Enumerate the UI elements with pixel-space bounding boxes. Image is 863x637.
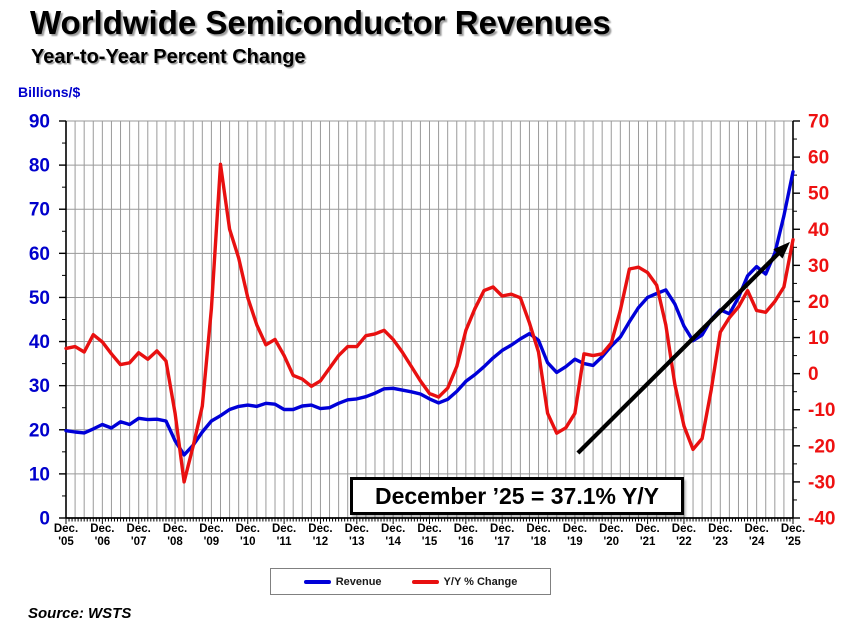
x-axis-tick-label: Dec. '07 bbox=[127, 523, 151, 548]
revenue-line-swatch bbox=[303, 579, 331, 584]
page-subtitle: Year-to-Year Percent Change bbox=[31, 46, 306, 68]
left-axis-tick-label: 50 bbox=[29, 288, 50, 309]
yoy-legend-label: Y/Y % Change bbox=[443, 575, 518, 588]
right-axis-tick-label: 0 bbox=[808, 364, 819, 385]
x-axis-tick-label: Dec. '20 bbox=[599, 523, 623, 548]
left-axis-tick-label: 0 bbox=[39, 509, 50, 530]
x-axis-tick-label: Dec. '19 bbox=[563, 523, 587, 548]
legend-item-revenue: Revenue bbox=[303, 575, 382, 588]
left-axis-tick-label: 30 bbox=[29, 376, 50, 397]
right-axis-tick-label: 10 bbox=[808, 328, 829, 349]
right-axis-tick-label: 60 bbox=[808, 148, 829, 169]
x-axis-tick-label: Dec. '08 bbox=[163, 523, 187, 548]
x-axis-tick-label: Dec. '10 bbox=[236, 523, 260, 548]
right-axis-tick-label: 50 bbox=[808, 184, 829, 205]
x-axis-tick-label: Dec. '13 bbox=[345, 523, 369, 548]
left-axis-tick-label: 10 bbox=[29, 464, 50, 485]
x-axis-tick-label: Dec. '14 bbox=[381, 523, 405, 548]
left-axis-unit-label: Billions/$ bbox=[18, 84, 81, 100]
annotation-callout: December ’25 = 37.1% Y/Y bbox=[350, 477, 684, 515]
right-axis-tick-label: -10 bbox=[808, 400, 835, 421]
x-axis-tick-label: Dec. '23 bbox=[708, 523, 732, 548]
legend: Revenue Y/Y % Change bbox=[270, 568, 551, 595]
x-axis-tick-label: Dec. '11 bbox=[272, 523, 296, 548]
right-axis-tick-label: -20 bbox=[808, 436, 835, 457]
x-axis-tick-label: Dec. '21 bbox=[635, 523, 659, 548]
right-axis-tick-label: 70 bbox=[808, 112, 829, 133]
x-axis-tick-label: Dec. '06 bbox=[90, 523, 114, 548]
trend-arrow-head bbox=[773, 241, 790, 259]
x-axis-tick-label: Dec. '05 bbox=[54, 523, 78, 548]
yoy-line-swatch bbox=[411, 579, 439, 584]
left-axis-tick-label: 70 bbox=[29, 200, 50, 221]
yoy-change-line bbox=[64, 162, 795, 484]
x-axis-tick-label: Dec. '17 bbox=[490, 523, 514, 548]
x-axis-tick-label: Dec. '25 bbox=[781, 523, 805, 548]
left-axis-tick-label: 90 bbox=[29, 112, 50, 133]
right-axis-tick-label: 40 bbox=[808, 220, 829, 241]
right-axis-tick-label: -30 bbox=[808, 472, 835, 493]
x-axis-tick-label: Dec. '22 bbox=[672, 523, 696, 548]
annotation-text: December ’25 = 37.1% Y/Y bbox=[374, 482, 660, 509]
right-axis-tick-label: -40 bbox=[808, 509, 835, 530]
source-note: Source: WSTS bbox=[28, 605, 132, 622]
revenue-line bbox=[64, 169, 795, 457]
left-axis-tick-label: 60 bbox=[29, 244, 50, 265]
right-axis-tick-label: 30 bbox=[808, 256, 829, 277]
x-axis-tick-label: Dec. '24 bbox=[745, 523, 769, 548]
revenue-legend-label: Revenue bbox=[335, 575, 382, 588]
x-axis-tick-label: Dec. '15 bbox=[417, 523, 441, 548]
trend-arrow-shaft bbox=[576, 251, 781, 455]
x-axis-tick-label: Dec. '16 bbox=[454, 523, 478, 548]
right-axis-tick-label: 20 bbox=[808, 292, 829, 313]
x-axis-tick-label: Dec. '12 bbox=[308, 523, 332, 548]
x-axis-tick-label: Dec. '09 bbox=[199, 523, 223, 548]
left-axis-tick-label: 80 bbox=[29, 156, 50, 177]
left-axis-tick-label: 20 bbox=[29, 420, 50, 441]
page-title: Worldwide Semiconductor Revenues bbox=[30, 4, 611, 41]
x-axis-tick-label: Dec. '18 bbox=[526, 523, 550, 548]
left-axis-tick-label: 40 bbox=[29, 332, 50, 353]
legend-item-yoy: Y/Y % Change bbox=[411, 575, 518, 588]
